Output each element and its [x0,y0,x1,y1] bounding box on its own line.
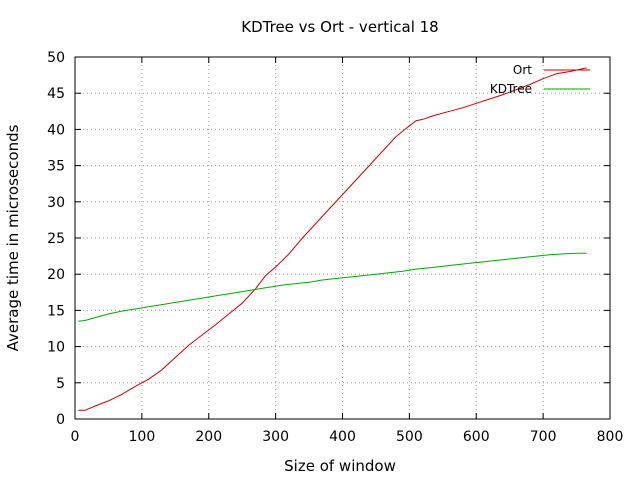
series-line-kdtree [78,252,587,322]
x-tick-label: 200 [195,429,222,445]
legend-label-ort: Ort [513,63,532,77]
legend: Ort KDTree [490,63,590,96]
x-tick-label: 600 [463,429,490,445]
y-tick-label: 40 [47,122,65,138]
x-tick-label: 500 [396,429,423,445]
y-tick-label: 5 [56,376,65,392]
axis-ticks: 0 100 200 300 400 500 600 700 800 0 5 10 15 20 25 30 35 4… [47,50,623,445]
series-line-ort [78,67,587,411]
chart-title: KDTree vs Ort - vertical 18 [241,18,438,36]
series-lines [78,67,587,411]
y-tick-label: 35 [47,159,65,175]
x-tick-label: 300 [262,429,289,445]
y-tick-label: 30 [47,195,65,211]
legend-label-kdtree: KDTree [490,82,532,96]
y-tick-label: 20 [47,267,65,283]
x-tick-label: 700 [530,429,557,445]
y-tick-label: 15 [47,303,65,319]
x-tick-label: 0 [71,429,80,445]
y-tick-label: 50 [47,50,65,66]
y-tick-label: 10 [47,340,65,356]
y-tick-label: 45 [47,86,65,102]
y-axis-title: Average time in microseconds [4,124,22,351]
x-tick-label: 400 [329,429,356,445]
x-axis-title: Size of window [284,457,396,475]
x-tick-label: 800 [597,429,624,445]
y-tick-label: 25 [47,231,65,247]
y-tick-label: 0 [56,412,65,428]
grid [75,57,610,419]
x-tick-label: 100 [129,429,156,445]
